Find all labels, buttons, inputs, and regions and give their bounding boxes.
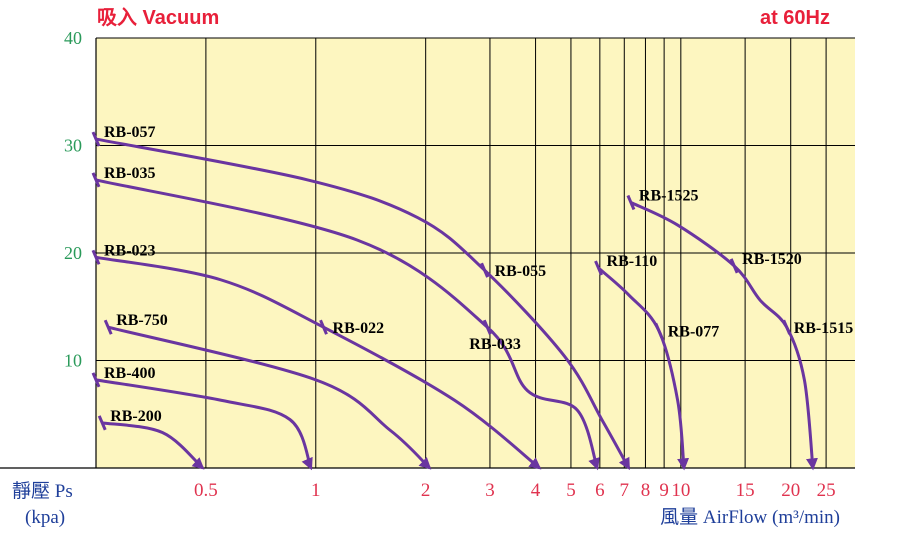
curve-label: RB-1525: [639, 187, 699, 204]
x-tick-label: 6: [595, 480, 605, 501]
x-tick-label: 3: [485, 480, 495, 501]
curve-label: RB-035: [104, 165, 156, 182]
curve-label: RB-200: [110, 408, 162, 425]
curve: [95, 378, 313, 471]
curve: [630, 201, 818, 471]
curve-label: RB-110: [607, 253, 658, 270]
y-tick-label: 30: [64, 136, 82, 156]
x-tick-label: 25: [817, 480, 836, 501]
curve-label: RB-1515: [794, 320, 854, 337]
curve-marker: [91, 131, 101, 147]
x-axis-label: 風量 AirFlow (m³/min): [660, 507, 840, 528]
y-tick-label: 40: [64, 28, 82, 48]
curve-marker: [91, 372, 101, 388]
curve: [95, 137, 631, 471]
curve-label: RB-077: [668, 323, 720, 340]
x-tick-label: 5: [566, 480, 576, 501]
y-tick-label: 20: [64, 243, 82, 263]
curve-label: RB-400: [104, 365, 156, 382]
curve-marker: [91, 172, 101, 188]
y-axis-label: 靜壓 Ps: [12, 480, 73, 502]
curve-marker: [594, 260, 603, 276]
curve-marker: [482, 319, 492, 335]
curve-label: RB-023: [104, 242, 156, 259]
x-tick-label: 15: [736, 480, 755, 501]
chart-subtitle: at 60Hz: [760, 7, 830, 29]
curve: [107, 325, 432, 470]
curve-label: RB-022: [333, 320, 385, 337]
curve-marker: [654, 322, 664, 338]
curve-marker: [91, 249, 101, 265]
x-tick-label: 9: [659, 480, 669, 501]
y-tick-label: 10: [64, 351, 82, 371]
curve-label: RB-055: [495, 263, 547, 280]
x-tick-label: 20: [781, 480, 800, 501]
curve-marker: [782, 319, 792, 335]
x-tick-label: 1: [311, 480, 321, 501]
x-tick-label: 8: [641, 480, 651, 501]
y-axis-unit: (kpa): [25, 507, 65, 528]
chart-title: 吸入 Vacuum: [97, 6, 219, 29]
curve-marker: [729, 258, 739, 274]
x-tick-label: 2: [421, 480, 431, 501]
curve-marker: [626, 194, 636, 211]
x-tick-label: 7: [620, 480, 630, 501]
x-tick-label: 0.5: [194, 480, 218, 501]
curve-marker: [103, 319, 113, 335]
x-tick-label: 4: [531, 480, 541, 501]
curve-marker: [97, 415, 107, 431]
curve-marker: [319, 319, 328, 335]
x-tick-label: 10: [671, 480, 690, 501]
curve-label: RB-1520: [742, 251, 802, 268]
curve-label: RB-057: [104, 124, 156, 141]
curve: [101, 421, 205, 470]
curve-label: RB-750: [116, 312, 168, 329]
curve-marker: [480, 262, 489, 278]
curve-label: RB-033: [469, 336, 521, 353]
